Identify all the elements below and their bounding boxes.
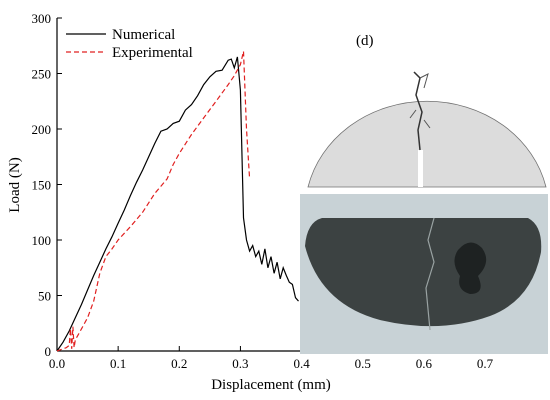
y-tick-label: 0: [45, 344, 52, 359]
x-tick-label: 0.6: [416, 356, 433, 371]
legend-label-experimental: Experimental: [112, 45, 193, 61]
x-tick-label: 0.3: [232, 356, 248, 371]
legend-label-numerical: Numerical: [112, 27, 175, 43]
plot-area: [56, 51, 299, 352]
sim-crack: [413, 71, 423, 151]
x-tick-label: 0.5: [355, 356, 371, 371]
y-tick-label: 300: [32, 11, 52, 26]
series-line-experimental: [56, 51, 251, 352]
x-tick-label: 0.2: [171, 356, 187, 371]
y-axis-label: Load (N): [7, 157, 23, 212]
sim-crack-branch: [409, 73, 431, 129]
fractured-specimen-photo: [300, 194, 548, 354]
panel-label: (d): [356, 33, 374, 49]
x-tick-label: 0.0: [49, 356, 65, 371]
x-tick-label: 0.7: [477, 356, 494, 371]
y-tick-label: 150: [32, 178, 52, 193]
x-tick-label: 0.1: [110, 356, 126, 371]
x-axis-label: Displacement (mm): [211, 377, 331, 393]
photo-specimen: [305, 218, 542, 327]
x-tick-label: 0.4: [293, 356, 310, 371]
photo-marker-blob: [454, 242, 487, 294]
y-tick-label: 200: [32, 122, 52, 137]
y-tick-labels: 0 50 100 150 200 250 300: [32, 11, 52, 359]
fractured-specimen-simulation: (d): [307, 33, 547, 188]
y-tick-label: 50: [38, 289, 51, 304]
legend: Numerical Experimental: [66, 27, 193, 61]
photo-crack: [425, 217, 435, 331]
sim-notch: [418, 150, 423, 187]
y-tick-label: 100: [32, 233, 52, 248]
y-tick-label: 250: [32, 67, 52, 82]
series-line-numerical: [56, 56, 299, 352]
x-tick-labels: 0.0 0.1 0.2 0.3 0.4 0.5 0.6 0.7: [49, 356, 494, 371]
sim-semicircle: [307, 100, 547, 188]
